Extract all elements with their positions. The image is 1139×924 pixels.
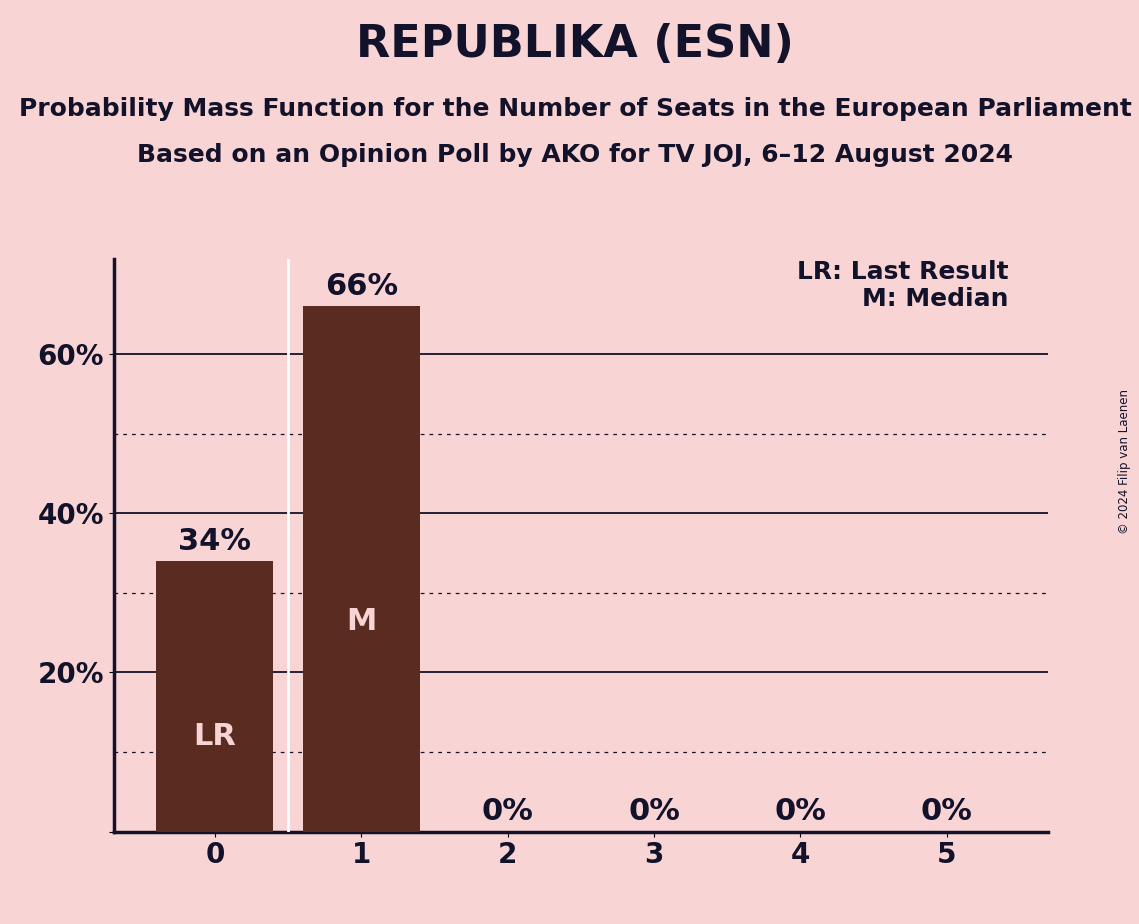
Text: Probability Mass Function for the Number of Seats in the European Parliament: Probability Mass Function for the Number… <box>18 97 1132 121</box>
Text: 0%: 0% <box>775 797 827 826</box>
Text: 0%: 0% <box>921 797 973 826</box>
Text: 0%: 0% <box>628 797 680 826</box>
Text: M: Median: M: Median <box>862 286 1008 310</box>
Text: M: M <box>346 607 377 636</box>
Text: 34%: 34% <box>179 527 252 555</box>
Text: 0%: 0% <box>482 797 534 826</box>
Text: Based on an Opinion Poll by AKO for TV JOJ, 6–12 August 2024: Based on an Opinion Poll by AKO for TV J… <box>137 143 1014 167</box>
Bar <box>156 561 273 832</box>
Text: © 2024 Filip van Laenen: © 2024 Filip van Laenen <box>1118 390 1131 534</box>
Bar <box>303 307 420 832</box>
Text: LR: Last Result: LR: Last Result <box>796 261 1008 285</box>
Text: REPUBLIKA (ESN): REPUBLIKA (ESN) <box>357 23 794 67</box>
Text: LR: LR <box>194 723 237 751</box>
Text: 66%: 66% <box>325 272 398 301</box>
